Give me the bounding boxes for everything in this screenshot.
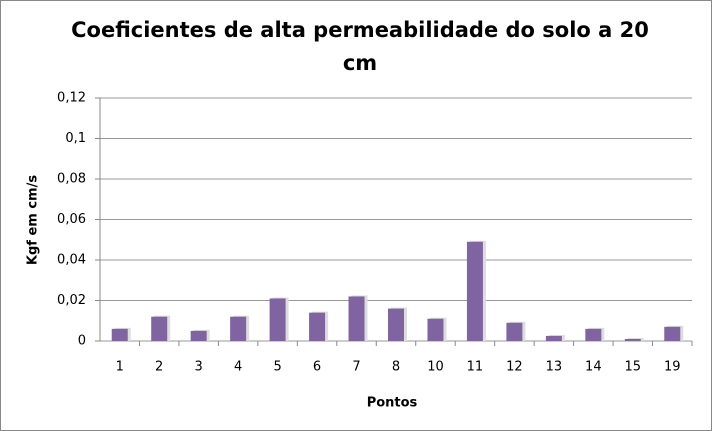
- x-tick-label: 5: [273, 360, 281, 375]
- bar: [151, 316, 168, 341]
- y-tick-label: 0,12: [57, 91, 86, 106]
- x-tick-label: 10: [427, 360, 444, 375]
- x-tick-label: 6: [313, 360, 321, 375]
- x-tick-label: 4: [234, 360, 242, 375]
- bar: [585, 328, 602, 341]
- bar: [506, 322, 523, 341]
- y-tick-label: 0,02: [57, 293, 86, 308]
- x-tick-label: 14: [585, 360, 602, 375]
- y-tick-label: 0,1: [65, 131, 86, 146]
- y-tick-label: 0: [78, 334, 86, 349]
- bar: [624, 338, 641, 341]
- x-tick-label: 15: [625, 360, 642, 375]
- chart-title: Coeficientes de alta permeabilidade do s…: [71, 18, 649, 75]
- y-tick-label: 0,06: [57, 212, 86, 227]
- bar: [348, 296, 365, 341]
- x-tick-label: 13: [546, 360, 563, 375]
- bar: [230, 316, 247, 341]
- y-tick-label: 0,08: [57, 172, 86, 187]
- x-tick-label: 19: [664, 360, 681, 375]
- x-tick-label: 8: [392, 360, 400, 375]
- x-tick-label: 7: [352, 360, 360, 375]
- bar: [388, 308, 404, 341]
- bar: [466, 241, 483, 341]
- x-axis-label: Pontos: [367, 396, 418, 411]
- bar: [269, 298, 286, 341]
- x-tick-label: 1: [116, 360, 124, 375]
- x-tick-label: 3: [195, 360, 203, 375]
- bar: [545, 335, 562, 341]
- bar: [427, 318, 444, 341]
- bar: [111, 328, 128, 341]
- y-axis-label: Kgf em cm/s: [26, 175, 41, 265]
- x-tick-label: 11: [467, 360, 484, 375]
- bar: [309, 312, 326, 341]
- x-tick-label: 2: [155, 360, 163, 375]
- bar: [664, 326, 681, 341]
- x-tick-label: 12: [506, 360, 523, 375]
- bar: [190, 330, 207, 341]
- y-tick-label: 0,04: [57, 253, 86, 268]
